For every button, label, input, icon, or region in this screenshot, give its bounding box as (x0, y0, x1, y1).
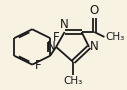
Text: O: O (90, 4, 99, 17)
Text: N: N (90, 40, 98, 53)
Text: F: F (53, 31, 59, 44)
Text: CH₃: CH₃ (105, 32, 124, 42)
Text: N: N (60, 18, 69, 31)
Text: CH₃: CH₃ (64, 76, 83, 86)
Text: N: N (47, 40, 55, 53)
Text: F: F (35, 59, 42, 72)
